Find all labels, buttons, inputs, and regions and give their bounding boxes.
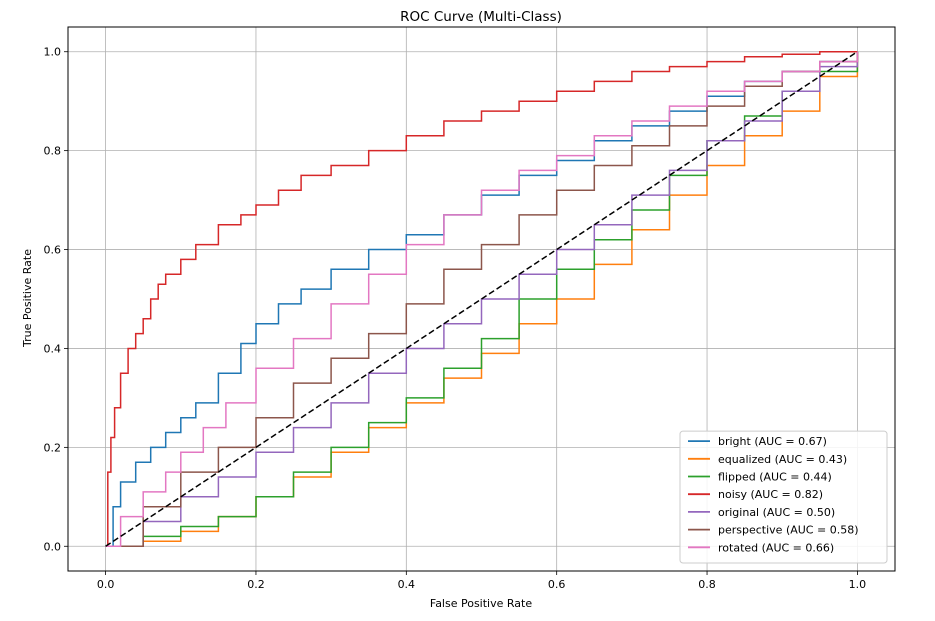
x-tick-label: 0.2 bbox=[247, 578, 265, 591]
x-tick-label: 0.8 bbox=[698, 578, 716, 591]
legend: bright (AUC = 0.67) equalized (AUC = 0.43… bbox=[679, 430, 888, 564]
legend-label: flipped (AUC = 0.44) bbox=[718, 471, 832, 484]
chance-diagonal-line bbox=[105, 51, 858, 547]
y-axis-label: True Positive Rate bbox=[21, 249, 34, 348]
legend-label: rotated (AUC = 0.66) bbox=[718, 541, 834, 554]
y-tick-label: 1.0 bbox=[44, 46, 62, 59]
x-tick-label: 1.0 bbox=[849, 578, 867, 591]
y-tick-label: 0.6 bbox=[44, 244, 62, 257]
x-axis-label: False Positive Rate bbox=[430, 597, 532, 610]
y-tick-label: 0.0 bbox=[44, 540, 62, 553]
series-lines bbox=[105, 50, 859, 548]
legend-label: noisy (AUC = 0.82) bbox=[718, 488, 823, 501]
legend-box bbox=[679, 430, 888, 564]
legend-label: equalized (AUC = 0.43) bbox=[718, 453, 847, 466]
roc-series-line bbox=[105, 51, 859, 548]
chart-title: ROC Curve (Multi-Class) bbox=[400, 9, 562, 25]
plot-area-frame bbox=[67, 26, 896, 572]
roc-series-line bbox=[105, 50, 858, 548]
y-tick-label: 0.2 bbox=[44, 441, 62, 454]
axis-ticks: 0.0 0.2 0.4 0.6 0.8 1.0 0.0 0.2 0.4 0.6 0.8 1.0 bbox=[44, 46, 867, 591]
y-tick-label: 0.8 bbox=[44, 145, 62, 158]
x-tick-label: 0.0 bbox=[97, 578, 115, 591]
roc-series-line bbox=[105, 51, 859, 548]
x-tick-label: 0.6 bbox=[548, 578, 566, 591]
legend-label: bright (AUC = 0.67) bbox=[718, 435, 827, 448]
roc-series-line bbox=[105, 51, 859, 548]
legend-label: perspective (AUC = 0.58) bbox=[718, 524, 859, 537]
y-tick-label: 0.4 bbox=[44, 342, 62, 355]
x-tick-label: 0.4 bbox=[398, 578, 416, 591]
legend-label: original (AUC = 0.50) bbox=[718, 506, 835, 519]
